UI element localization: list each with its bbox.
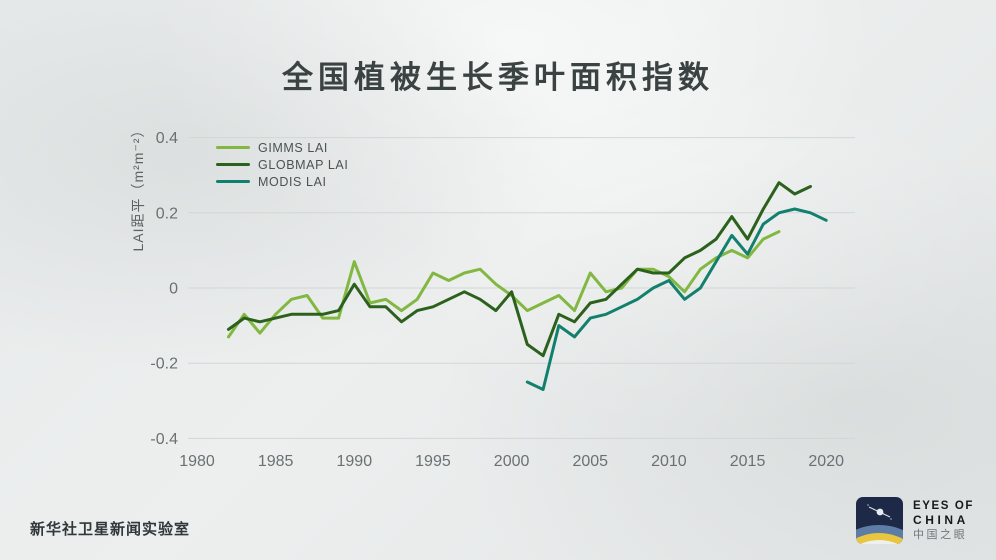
x-tick-label: 2000 xyxy=(494,453,530,470)
y-tick-label: -0.2 xyxy=(150,356,178,373)
logo-text-china: CHINA xyxy=(912,512,969,527)
series-line-globmap-lai xyxy=(227,181,812,358)
satellite-badge-icon xyxy=(855,497,903,544)
x-tick-label: 2010 xyxy=(651,453,687,470)
legend-label: GLOBMAP LAI xyxy=(258,157,349,172)
legend-item-gimms: GIMMS LAI xyxy=(216,139,348,156)
x-tick-label: 1990 xyxy=(337,453,373,470)
x-tick-label: 1995 xyxy=(415,453,451,470)
logo-text-eyes-of: EYES OF xyxy=(912,499,974,512)
logo-wordmark: EYES OF CHINA 中国之眼 xyxy=(913,500,974,542)
y-tick-label: -0.4 xyxy=(150,431,178,448)
legend-label: MODIS LAI xyxy=(258,174,327,189)
legend-item-modis: MODIS LAI xyxy=(216,173,348,190)
page-title: 全国植被生长季叶面积指数 xyxy=(282,60,714,95)
series-line-gimms-lai xyxy=(227,230,781,339)
legend-item-globmap: GLOBMAP LAI xyxy=(216,156,348,173)
x-tick-label: 2020 xyxy=(808,453,844,470)
legend-label: GIMMS LAI xyxy=(258,140,328,155)
modis-line-swatch-icon xyxy=(216,180,250,183)
gimms-line-swatch-icon xyxy=(216,146,250,149)
chart-legend: GIMMS LAI GLOBMAP LAI MODIS LAI xyxy=(216,139,348,190)
series-line-modis-lai xyxy=(525,207,828,391)
y-tick-label: 0 xyxy=(169,281,178,298)
x-tick-label: 1980 xyxy=(179,453,215,470)
x-tick-label: 1985 xyxy=(258,453,294,470)
footer-lab-name: 新华社卫星新闻实验室 xyxy=(30,521,191,538)
globmap-line-swatch-icon xyxy=(216,163,250,166)
x-tick-label: 2005 xyxy=(572,453,608,470)
y-tick-label: 0.2 xyxy=(156,205,178,222)
y-tick-label: 0.4 xyxy=(156,130,178,147)
eyes-of-china-logo: EYES OF CHINA 中国之眼 xyxy=(855,497,974,544)
logo-text-cn: 中国之眼 xyxy=(912,528,968,541)
x-tick-label: 2015 xyxy=(730,453,766,470)
